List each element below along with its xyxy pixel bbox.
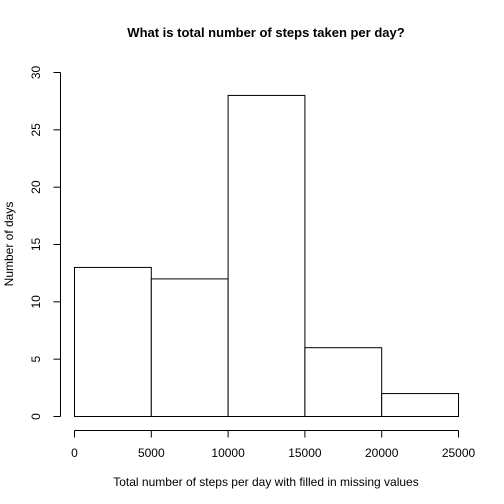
histogram-bar-4 — [304, 347, 383, 418]
histogram-bar-2 — [150, 278, 229, 417]
x-tick-label-0: 0 — [71, 446, 78, 460]
y-tick-label-15: 15 — [29, 238, 43, 252]
y-tick-label-10: 10 — [29, 295, 43, 309]
y-tick-label-25: 25 — [29, 123, 43, 137]
histogram-bar-1 — [74, 266, 152, 417]
x-tick-label-25000: 25000 — [442, 446, 476, 460]
y-tick-label-0: 0 — [29, 413, 43, 420]
x-axis-label: Total number of steps per day with fille… — [113, 475, 418, 489]
x-tick-label-5000: 5000 — [138, 446, 165, 460]
y-tick-label-5: 5 — [29, 356, 43, 363]
x-tick-label-10000: 10000 — [211, 446, 245, 460]
histogram-bar-3 — [227, 94, 306, 418]
y-tick-label-30: 30 — [29, 66, 43, 80]
bars-group — [74, 94, 460, 418]
histogram-bar-5 — [381, 393, 460, 418]
y-tick-label-20: 20 — [29, 180, 43, 194]
y-axis-label: Number of days — [2, 202, 16, 287]
x-tick-label-15000: 15000 — [288, 446, 322, 460]
y-axis: 0 5 10 15 20 25 30 — [29, 66, 61, 420]
x-tick-label-20000: 20000 — [365, 446, 399, 460]
x-axis: 0 5000 10000 15000 20000 25000 — [71, 430, 476, 460]
chart-title: What is total number of steps taken per … — [127, 25, 404, 40]
